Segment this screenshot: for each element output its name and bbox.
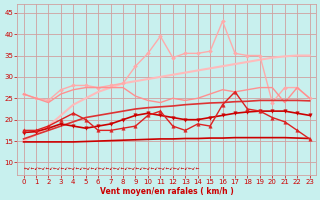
- X-axis label: Vent moyen/en rafales ( km/h ): Vent moyen/en rafales ( km/h ): [100, 187, 234, 196]
- Text: ←↙←↙←↙←↙←↙←↙←↙←↙←↙←↙←↙←↙←↙←↙←↙←↙←↙←↙←↙←↙←↙←↙←↙←: ←↙←↙←↙←↙←↙←↙←↙←↙←↙←↙←↙←↙←↙←↙←↙←↙←↙←↙←↙←↙…: [24, 166, 200, 171]
